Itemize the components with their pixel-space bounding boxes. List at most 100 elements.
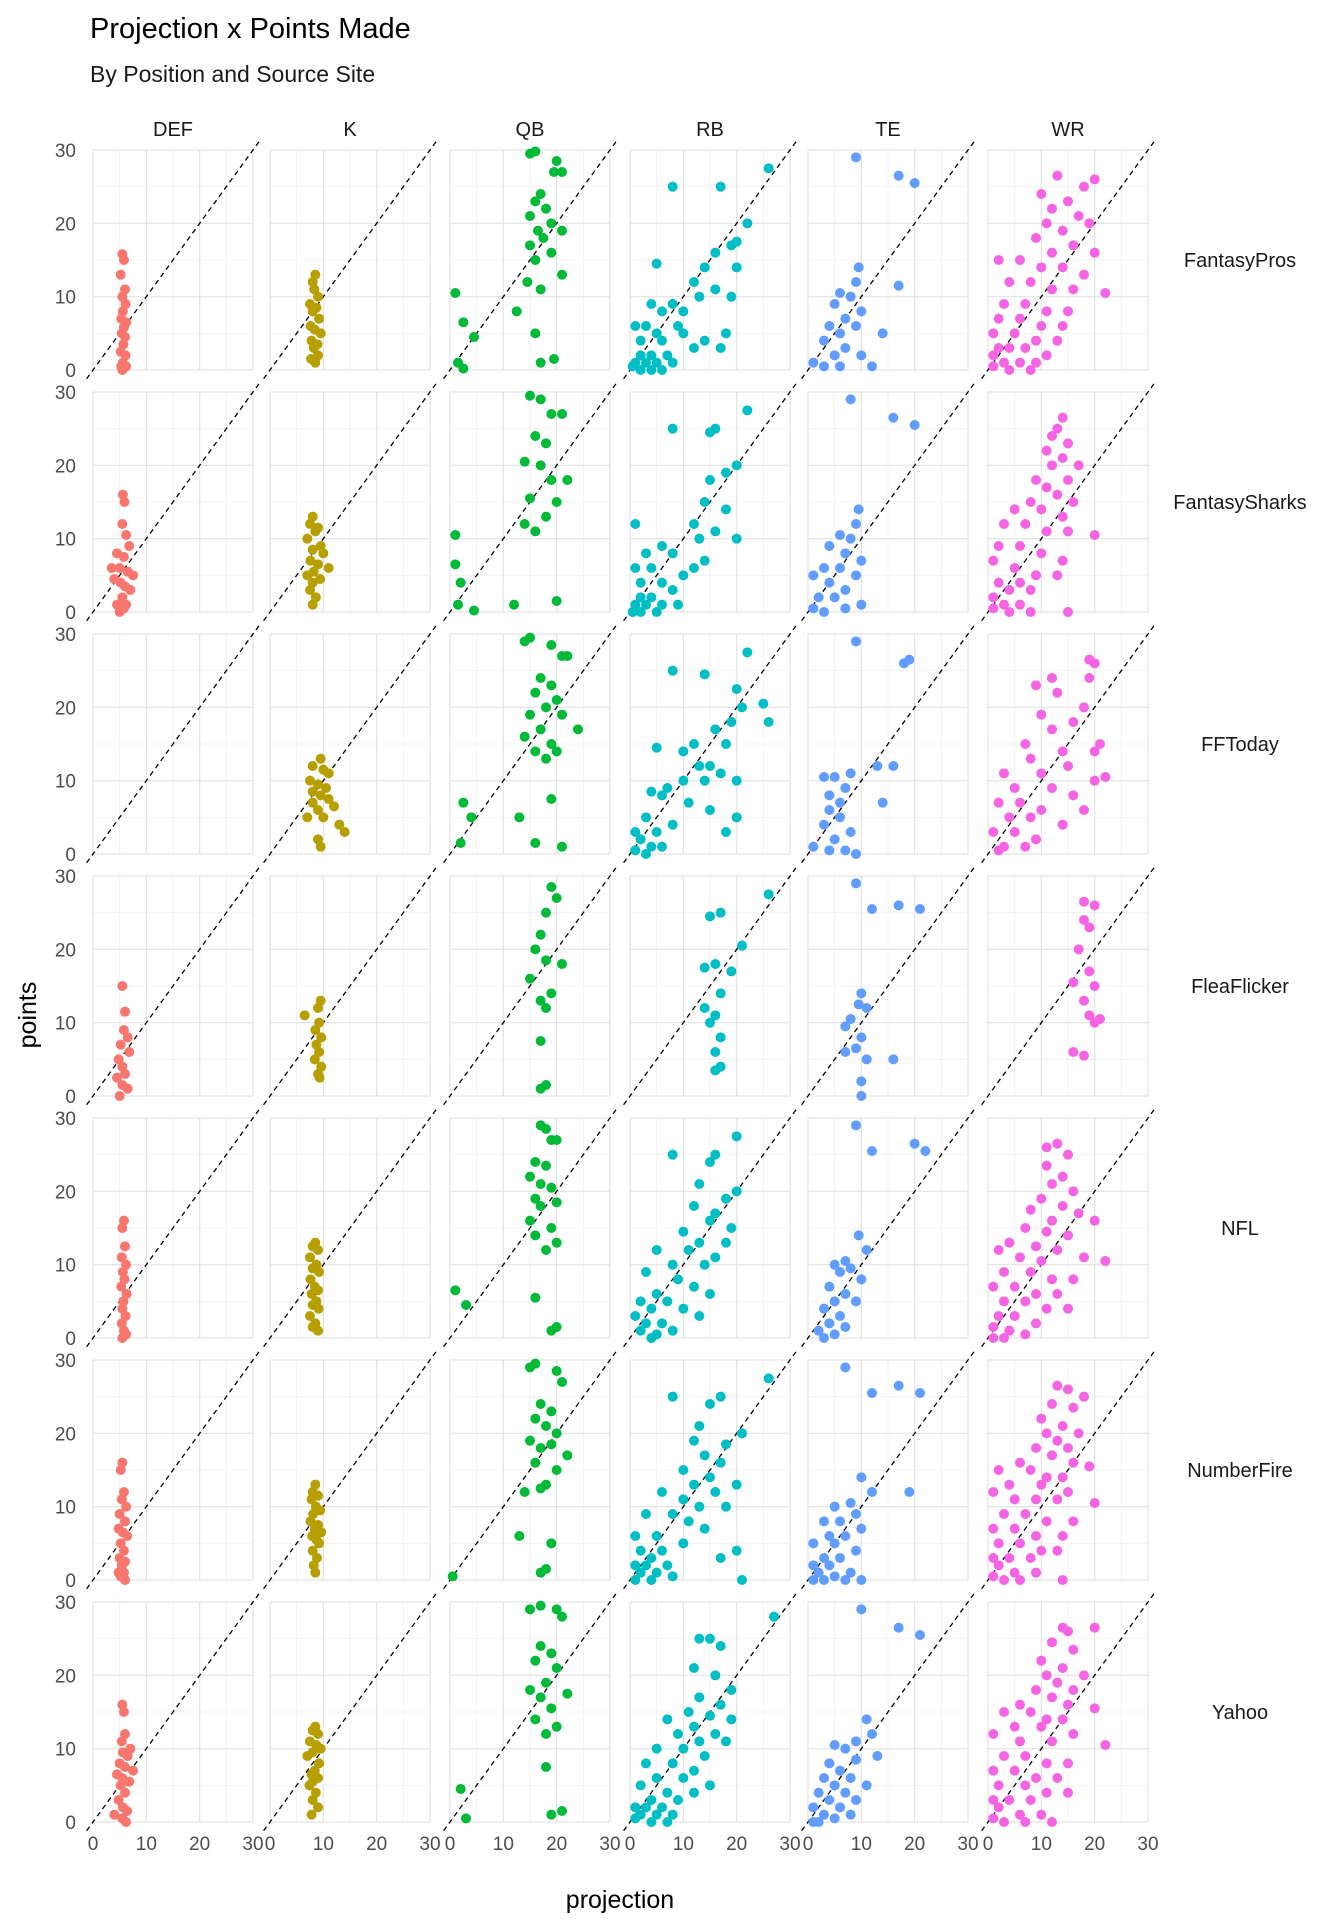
data-point xyxy=(635,592,646,603)
data-point xyxy=(1052,423,1063,434)
data-point xyxy=(840,313,851,324)
data-point xyxy=(715,1641,726,1651)
data-point xyxy=(689,563,699,573)
data-point xyxy=(667,1391,678,1402)
data-point xyxy=(541,1003,551,1013)
data-point xyxy=(450,530,461,540)
data-point xyxy=(299,1010,310,1021)
data-point xyxy=(758,698,769,709)
data-point xyxy=(1052,570,1063,581)
data-point xyxy=(715,1699,726,1710)
data-point xyxy=(1015,541,1025,551)
data-point xyxy=(737,1428,747,1439)
data-point xyxy=(1036,709,1047,720)
y-tick-label: 0 xyxy=(65,603,76,624)
x-tick-label: 20 xyxy=(189,1834,210,1855)
data-point xyxy=(829,1740,840,1750)
data-point xyxy=(535,189,546,199)
data-point xyxy=(651,1809,662,1820)
data-point xyxy=(1041,1714,1052,1725)
data-point xyxy=(888,1054,899,1065)
data-point xyxy=(1031,1773,1041,1783)
data-point xyxy=(856,1032,867,1043)
data-point xyxy=(840,1021,851,1032)
data-point xyxy=(525,1685,535,1695)
data-point xyxy=(106,563,117,573)
panel-fantasypros-def xyxy=(86,140,260,380)
data-point xyxy=(530,1413,541,1424)
data-point xyxy=(909,420,920,430)
panel-fleaflicker-rb xyxy=(623,866,797,1106)
data-point xyxy=(829,1813,840,1824)
data-point xyxy=(315,574,326,584)
data-point xyxy=(893,900,904,911)
data-point xyxy=(1009,827,1020,837)
data-point xyxy=(689,519,699,529)
data-point xyxy=(988,1795,999,1805)
data-point xyxy=(1004,1795,1015,1805)
data-point xyxy=(1089,530,1100,540)
data-point xyxy=(525,1435,535,1446)
data-point xyxy=(662,350,673,361)
data-point xyxy=(909,178,920,188)
data-point xyxy=(1036,321,1047,331)
data-point xyxy=(1031,233,1041,243)
x-tick-label: 30 xyxy=(599,1834,620,1855)
data-point xyxy=(1052,1245,1063,1255)
data-point xyxy=(329,801,339,812)
data-point xyxy=(313,1245,323,1255)
data-point xyxy=(705,1215,715,1226)
points-fleaflicker-rb xyxy=(699,889,774,1076)
data-point xyxy=(1068,977,1079,988)
data-point xyxy=(1057,819,1068,830)
data-point xyxy=(1047,284,1057,295)
data-point xyxy=(314,1072,325,1083)
data-point xyxy=(1068,790,1079,801)
data-point xyxy=(678,1538,689,1549)
data-point xyxy=(1009,563,1020,573)
data-point xyxy=(305,1274,316,1285)
data-point xyxy=(646,1795,657,1805)
reference-line-y-equals-x xyxy=(623,382,797,622)
data-point xyxy=(128,1765,138,1776)
data-point xyxy=(689,1787,699,1798)
data-point xyxy=(840,603,851,614)
data-point xyxy=(835,1765,845,1776)
data-point xyxy=(1068,1729,1079,1739)
data-point xyxy=(710,724,721,735)
panel-fleaflicker-def xyxy=(86,866,260,1106)
data-point xyxy=(988,1571,999,1582)
data-point xyxy=(851,1754,861,1765)
panel-fftoday-rb xyxy=(623,624,797,864)
data-point xyxy=(541,1245,551,1255)
data-point xyxy=(530,687,541,698)
data-point xyxy=(573,724,583,735)
data-point xyxy=(705,805,715,815)
data-point xyxy=(988,1729,999,1739)
data-point xyxy=(667,585,678,595)
data-point xyxy=(525,1362,535,1373)
data-point xyxy=(646,299,657,309)
data-point xyxy=(535,1201,546,1211)
panel-fftoday-wr xyxy=(981,624,1155,864)
data-point xyxy=(904,654,915,665)
data-point xyxy=(835,1802,845,1813)
x-tick-label: 10 xyxy=(313,1834,334,1855)
data-point xyxy=(318,548,329,559)
data-point xyxy=(641,1509,651,1519)
points-fftoday-qb xyxy=(455,632,583,852)
data-point xyxy=(819,1303,829,1314)
data-point xyxy=(1047,431,1057,441)
data-point xyxy=(535,1567,546,1578)
data-point xyxy=(988,1553,999,1563)
y-tick-label: 30 xyxy=(55,1109,76,1130)
data-point xyxy=(988,350,999,361)
data-point xyxy=(118,552,129,562)
data-point xyxy=(856,1604,867,1615)
data-point xyxy=(541,1080,551,1090)
data-point xyxy=(705,475,715,485)
data-point xyxy=(120,1787,130,1798)
strip-label-te: TE xyxy=(875,119,901,141)
data-point xyxy=(1047,724,1057,735)
data-point xyxy=(115,1039,126,1050)
